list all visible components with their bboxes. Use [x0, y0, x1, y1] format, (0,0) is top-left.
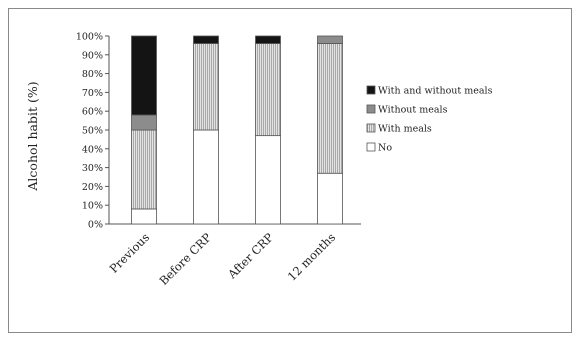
- bar-segment-no: [255, 135, 281, 225]
- bar-segment-without-meals: [131, 114, 157, 131]
- bar-segment-with-and-without-meals: [131, 35, 157, 116]
- legend-swatch-with-and-without-meals: [366, 85, 376, 95]
- legend-label: Without meals: [378, 105, 448, 116]
- x-tick-label: Before CRP: [156, 230, 214, 288]
- bar-segment-with-and-without-meals: [255, 35, 281, 44]
- y-tick-label: 90%: [82, 50, 103, 61]
- bar-segment-with-meals: [255, 43, 281, 137]
- y-tick-label: 0%: [88, 220, 103, 231]
- bar-segment-with-and-without-meals: [193, 35, 219, 44]
- bar-segment-no: [317, 172, 343, 225]
- y-tick-label: 80%: [82, 69, 103, 80]
- chart-frame: Alcohol habit (%) 0% 10% 20% 30% 40% 50% 60% 70…: [8, 8, 572, 333]
- bar-segment-with-meals: [317, 43, 343, 174]
- y-tick-label: 40%: [82, 144, 103, 155]
- legend-swatch-no: [366, 142, 376, 152]
- y-tick-label: 100%: [76, 32, 103, 43]
- x-tick-label: After CRP: [224, 230, 276, 282]
- legend-label: With and without meals: [378, 86, 493, 97]
- bar-segment-no: [193, 129, 219, 225]
- x-tick-label: 12 months: [285, 230, 338, 283]
- y-tick-label: 70%: [82, 88, 103, 99]
- x-tick-label: Previous: [107, 230, 153, 276]
- legend: With and without meals Without meals With …: [366, 85, 493, 154]
- y-tick-label: 10%: [82, 201, 103, 212]
- bar-segment-without-meals: [317, 35, 343, 44]
- legend-swatch-with-meals: [366, 123, 376, 133]
- y-tick-label: 20%: [82, 182, 103, 193]
- bar-segment-with-meals: [131, 129, 157, 210]
- bar-segment-no: [131, 208, 157, 225]
- y-axis-label: Alcohol habit (%): [25, 81, 40, 191]
- legend-label: No: [378, 143, 392, 154]
- plot-area: 0% 10% 20% 30% 40% 50% 60% 70% 80% 90% 100% Previou…: [76, 32, 361, 288]
- stacked-bar-chart: Alcohol habit (%) 0% 10% 20% 30% 40% 50% 60% 70…: [25, 32, 493, 288]
- legend-label: With meals: [378, 124, 432, 135]
- legend-swatch-without-meals: [366, 104, 376, 114]
- y-tick-label: 60%: [82, 107, 103, 118]
- y-tick-label: 50%: [82, 126, 103, 137]
- bar-segment-with-meals: [193, 43, 219, 131]
- y-tick-label: 30%: [82, 163, 103, 174]
